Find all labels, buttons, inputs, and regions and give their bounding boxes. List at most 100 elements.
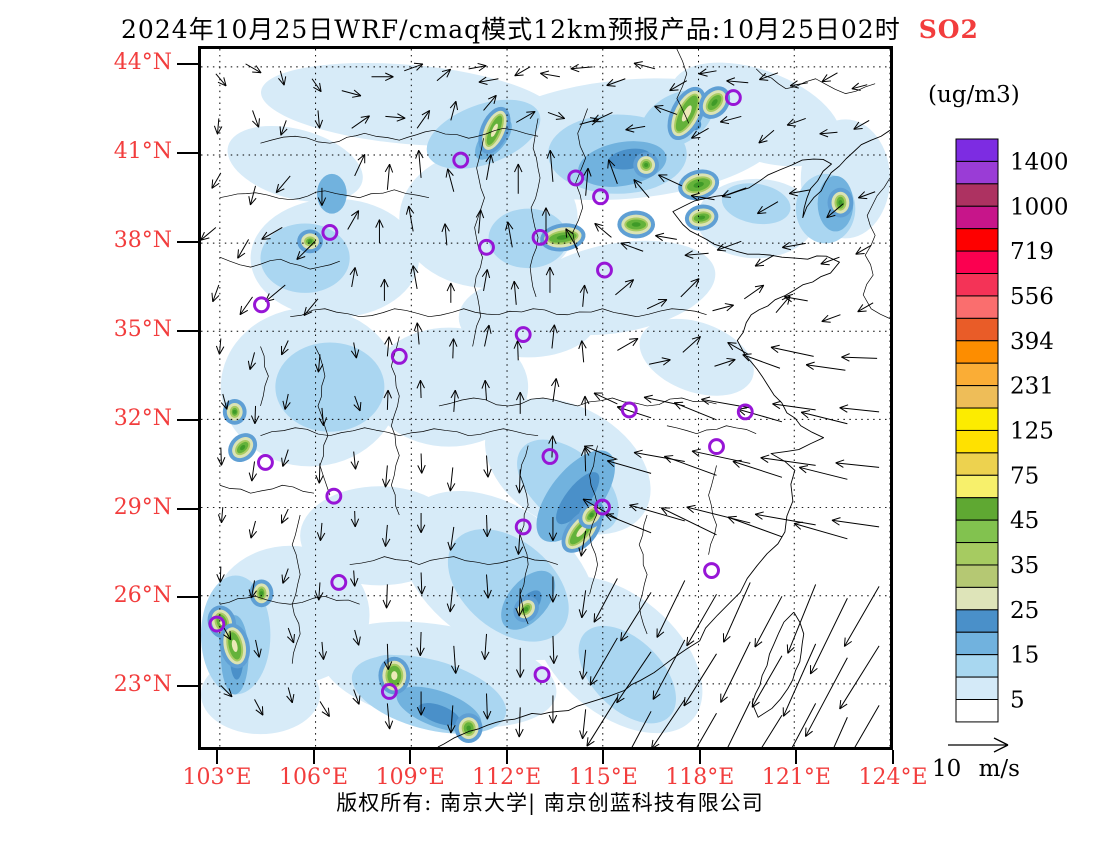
wind-vector-arrow [353,395,362,412]
wind-vector-arrow [820,256,840,266]
lat-tick-mark [177,151,198,154]
wind-vector-arrow [742,353,781,369]
wind-vector-arrow [449,100,458,121]
wind-vector-arrow [548,576,558,603]
wind-vector-arrow [646,299,668,310]
wind-vector-arrow [239,296,253,316]
so2-field-high [556,472,600,525]
wind-vector-arrow [510,280,520,305]
wind-vector-arrow [220,393,229,410]
wind-vector-arrow [281,508,289,524]
wind-vector-arrow [245,63,262,74]
province-boundary [260,127,539,144]
legend-tick-label: 125 [1010,418,1054,444]
wind-vector-arrow [350,451,359,470]
wind-vector-arrow [481,269,491,292]
wind-vector-arrow [248,461,258,482]
province-boundary [589,445,598,595]
wind-vector-arrow [853,119,870,130]
wind-vector-arrow [417,572,426,595]
wind-vector-arrow [804,657,848,737]
legend-color-box [955,160,999,185]
wind-vector-arrow [250,405,260,424]
legend-color-box [955,631,999,656]
wind-scale-arrow-icon [948,737,1009,753]
wind-vector-arrow [215,338,225,355]
province-boundary [219,256,340,270]
lon-tick-mark [602,750,605,764]
wind-vector-arrow [483,94,497,111]
lon-tick-label: 118°E [665,765,735,790]
wind-vector-arrow [583,167,592,196]
wind-vector-arrow [606,458,652,474]
so2-hotspot-core [232,409,237,414]
wind-vector-arrow [516,110,536,123]
legend-tick-label: 75 [1010,463,1039,489]
lon-tick-mark [409,750,412,764]
legend-unit-label: (ug/m3) [928,82,1020,108]
so2-hotspot-core [231,639,238,653]
province-boundary [219,595,360,605]
wind-vector-arrow [352,629,361,646]
wind-vector-arrow [743,284,765,300]
wind-vector-arrow [673,401,717,421]
city-marker [390,347,408,365]
lat-tick-label: 41°N [113,138,172,164]
wind-vector-arrow [691,448,751,464]
wind-vector-arrow [281,449,290,467]
wind-vector-arrow [663,455,717,476]
wind-vector-arrow [483,455,492,478]
wind-vector-arrow [404,62,424,72]
lon-tick-label: 106°E [279,765,349,790]
wind-vector-arrow [384,703,394,730]
wind-vector-arrow [690,192,715,202]
wind-vector-arrow [826,203,844,219]
city-marker [380,683,398,700]
wind-vector-arrow [770,344,814,357]
wind-vector-arrow [617,338,639,351]
city-marker [567,169,585,187]
wind-scale-label: 10 m/s [932,756,1020,782]
legend-tick-label: 15 [1010,643,1039,669]
wind-vector-arrow [516,647,525,678]
wind-vector-arrow [413,322,423,345]
legend-color-box [955,317,999,342]
lat-tick-mark [177,240,198,243]
legend-color-box [955,138,999,162]
so2-hotspot-core [556,235,570,240]
wind-vector-arrow [625,124,646,133]
province-boundary [438,397,717,407]
lon-tick-label: 121°E [761,765,831,790]
wind-vector-arrow [660,507,717,536]
wind-vector-arrow [286,687,295,704]
lon-tick-mark [795,750,798,764]
wind-vector-arrow [683,653,717,707]
legend-color-box [955,654,999,678]
wind-vector-arrow [315,582,324,601]
lon-tick-label: 115°E [568,765,638,790]
wind-vector-arrow [436,68,452,82]
lat-tick-label: 26°N [113,583,172,609]
wind-vector-arrow [371,72,394,81]
wind-vector-arrow [784,293,808,303]
legend-color-box [955,519,999,544]
wind-vector-arrow [548,695,558,724]
lat-tick-label: 32°N [113,405,172,431]
so2-field-moderate [275,342,385,432]
wind-vector-arrow [593,392,618,405]
wind-vector-arrow [349,267,358,288]
wind-vector-arrow [756,201,779,215]
legend-tick-label: 719 [1010,239,1054,265]
wind-vector-arrow [540,70,560,79]
wind-vector-arrow [446,282,456,303]
wind-vector-arrow [680,278,700,298]
so2-field-low [458,278,598,358]
wind-vector-arrow [754,596,783,648]
province-boundary [219,484,315,494]
wind-vector-arrow [211,172,222,189]
wind-vector-arrow [855,244,872,255]
wind-vector-arrow [416,110,431,129]
wind-vector-arrow [381,524,391,547]
wind-vector-arrow [380,278,389,301]
lon-tick-label: 109°E [375,765,445,790]
